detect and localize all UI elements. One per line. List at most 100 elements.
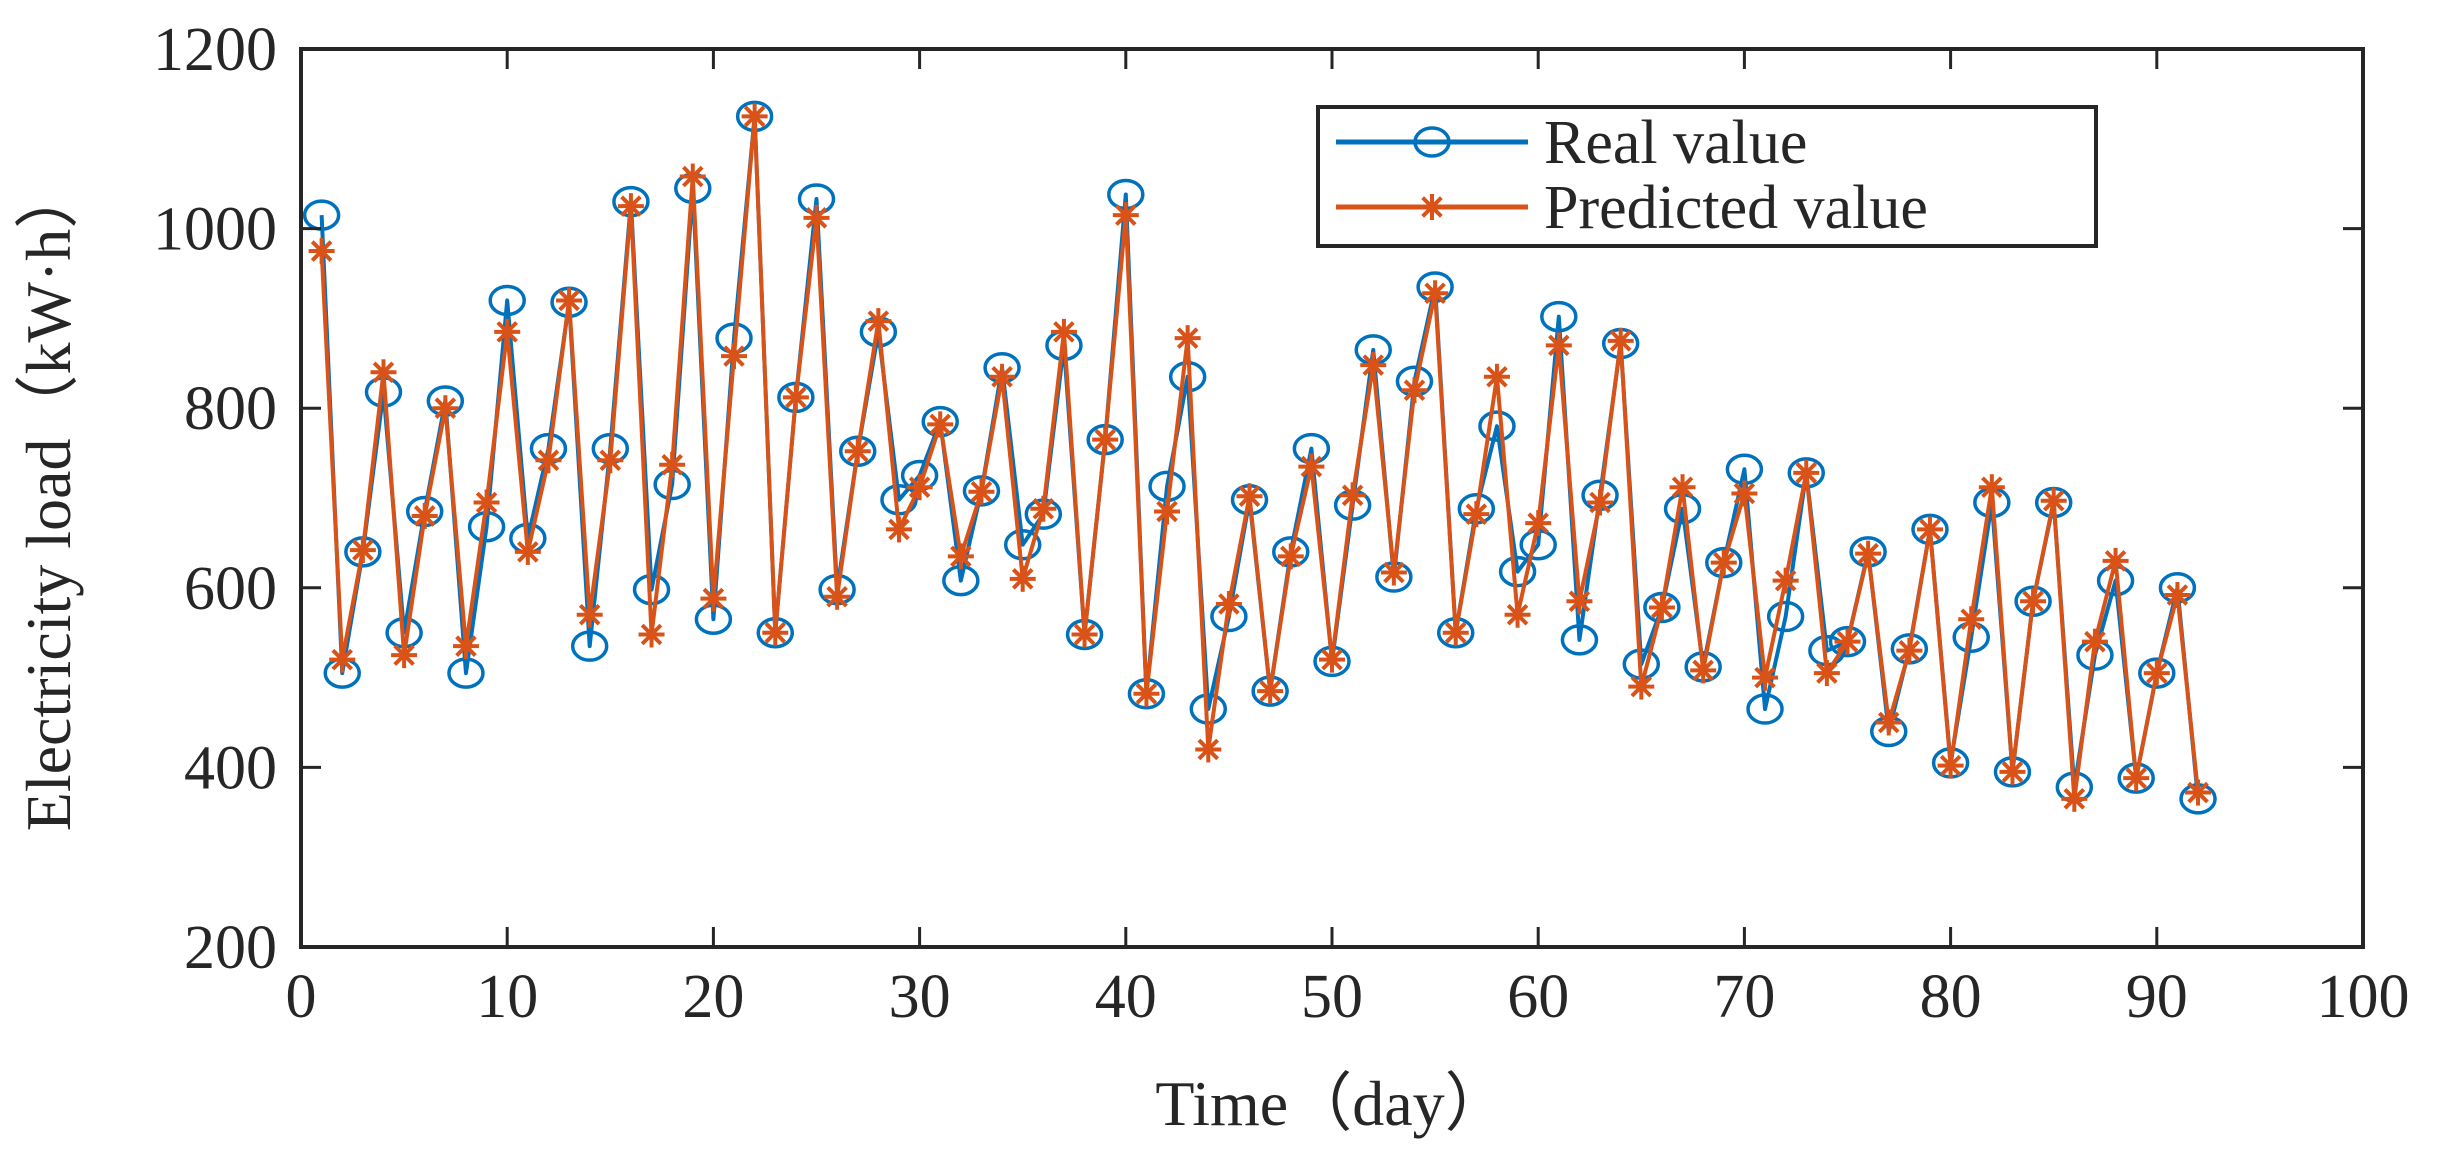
data-point-predicted-61: [1545, 332, 1572, 359]
y-tick-labels: 200 400 600 800 1000 1200: [153, 16, 277, 982]
data-point-predicted-9: [473, 489, 500, 516]
data-point-real-14: [570, 630, 609, 662]
x-tick-label: 40: [1095, 963, 1157, 1031]
data-point-predicted-5: [391, 642, 418, 669]
data-point-real-75: [1828, 625, 1867, 658]
x-tick-label: 20: [682, 963, 744, 1031]
data-point-predicted-37: [1050, 318, 1077, 345]
data-point-predicted-47: [1257, 678, 1284, 705]
data-point-predicted-68: [1690, 657, 1717, 684]
data-point-predicted-3: [349, 537, 376, 564]
data-point-predicted-24: [782, 384, 809, 411]
legend-box: [1316, 105, 2098, 248]
data-point-predicted-18: [659, 451, 686, 478]
data-point-predicted-78: [1896, 637, 1923, 664]
data-point-predicted-19: [679, 163, 706, 190]
data-point-real-66: [1643, 591, 1681, 624]
data-point-predicted-92: [2185, 779, 2212, 806]
data-point-predicted-81: [1958, 606, 1985, 633]
data-point-real-35: [1003, 528, 1042, 561]
data-point-predicted-16: [617, 193, 644, 220]
data-point-predicted-83: [1999, 758, 2026, 785]
data-point-real-62: [1560, 624, 1599, 656]
data-point-predicted-64: [1607, 327, 1634, 354]
data-point-predicted-8: [452, 633, 479, 660]
data-point-predicted-41: [1133, 680, 1160, 707]
data-point-predicted-69: [1710, 549, 1737, 576]
data-point-predicted-4: [370, 359, 397, 386]
data-point-predicted-11: [514, 538, 541, 565]
data-point-real-69: [1705, 546, 1743, 579]
data-point-predicted-53: [1380, 559, 1407, 586]
data-point-predicted-25: [803, 204, 830, 231]
data-point-predicted-32: [947, 543, 974, 570]
data-point-predicted-20: [700, 585, 727, 612]
data-point-predicted-66: [1648, 594, 1675, 621]
data-point-predicted-2: [329, 646, 356, 673]
data-point-predicted-56: [1442, 619, 1469, 646]
data-point-predicted-12: [535, 447, 562, 474]
legend-marker-symbol: [1419, 194, 1445, 220]
x-tick-label: 30: [889, 963, 951, 1031]
series-predicted: [308, 103, 2212, 812]
data-point-predicted-85: [2040, 487, 2067, 514]
data-point-predicted-58: [1483, 363, 1510, 390]
x-tick-label: 10: [476, 963, 538, 1031]
data-point-predicted-26: [824, 583, 851, 610]
data-point-predicted-39: [1092, 426, 1119, 453]
x-tick-label: 0: [286, 963, 317, 1031]
data-point-predicted-1: [308, 238, 335, 265]
data-point-predicted-38: [1071, 621, 1098, 648]
data-point-predicted-88: [2102, 547, 2129, 574]
data-point-predicted-49: [1298, 453, 1325, 480]
data-point-predicted-35: [1009, 565, 1036, 592]
y-tick-label: 1000: [153, 196, 277, 264]
x-tick-labels: 0 10 20 30 40 50 60 70 80 90 100: [286, 963, 2410, 1031]
data-point-predicted-89: [2123, 765, 2150, 792]
data-point-predicted-13: [556, 287, 583, 314]
y-tick-label: 800: [184, 375, 277, 443]
data-point-predicted-55: [1422, 280, 1449, 307]
data-point-predicted-54: [1401, 377, 1428, 404]
x-tick-label: 70: [1713, 963, 1775, 1031]
x-tick-label: 90: [2126, 963, 2188, 1031]
y-tick-label: 400: [184, 734, 277, 802]
data-point-predicted-48: [1277, 543, 1304, 570]
data-point-predicted-74: [1813, 660, 1840, 687]
tick-marks: [299, 47, 2365, 949]
data-point-predicted-70: [1731, 480, 1758, 507]
data-point-predicted-52: [1360, 352, 1387, 379]
data-point-predicted-15: [597, 447, 624, 474]
legend-label-predicted: Predicted value: [1544, 174, 1928, 242]
data-point-predicted-45: [1215, 590, 1242, 617]
y-tick-label: 1200: [153, 16, 277, 84]
data-point-predicted-30: [906, 474, 933, 501]
data-point-predicted-79: [1916, 516, 1943, 543]
data-point-predicted-33: [968, 478, 995, 505]
y-tick-label: 600: [184, 555, 277, 623]
data-point-real-71: [1746, 693, 1784, 725]
x-axis-title: Time（day）: [1155, 1068, 1508, 1139]
data-point-predicted-72: [1772, 567, 1799, 594]
data-point-real-1: [302, 199, 341, 231]
data-point-predicted-76: [1855, 540, 1882, 567]
data-point-predicted-91: [2164, 581, 2191, 608]
data-point-real-59: [1498, 555, 1537, 588]
data-point-predicted-31: [927, 411, 954, 438]
data-point-real-58: [1478, 410, 1516, 442]
data-point-predicted-77: [1875, 709, 1902, 736]
data-point-predicted-43: [1174, 325, 1201, 352]
data-point-predicted-29: [885, 516, 912, 543]
data-point-predicted-62: [1566, 588, 1593, 615]
data-point-real-61: [1540, 300, 1578, 333]
data-point-predicted-40: [1112, 202, 1139, 229]
data-point-predicted-71: [1752, 664, 1779, 691]
data-point-predicted-87: [2081, 628, 2108, 655]
x-tick-label: 100: [2317, 963, 2410, 1031]
series-line-predicted: [319, 114, 2201, 801]
data-point-predicted-42: [1154, 498, 1181, 525]
data-point-predicted-27: [844, 438, 871, 465]
x-tick-label: 50: [1301, 963, 1363, 1031]
data-point-predicted-75: [1834, 628, 1861, 655]
